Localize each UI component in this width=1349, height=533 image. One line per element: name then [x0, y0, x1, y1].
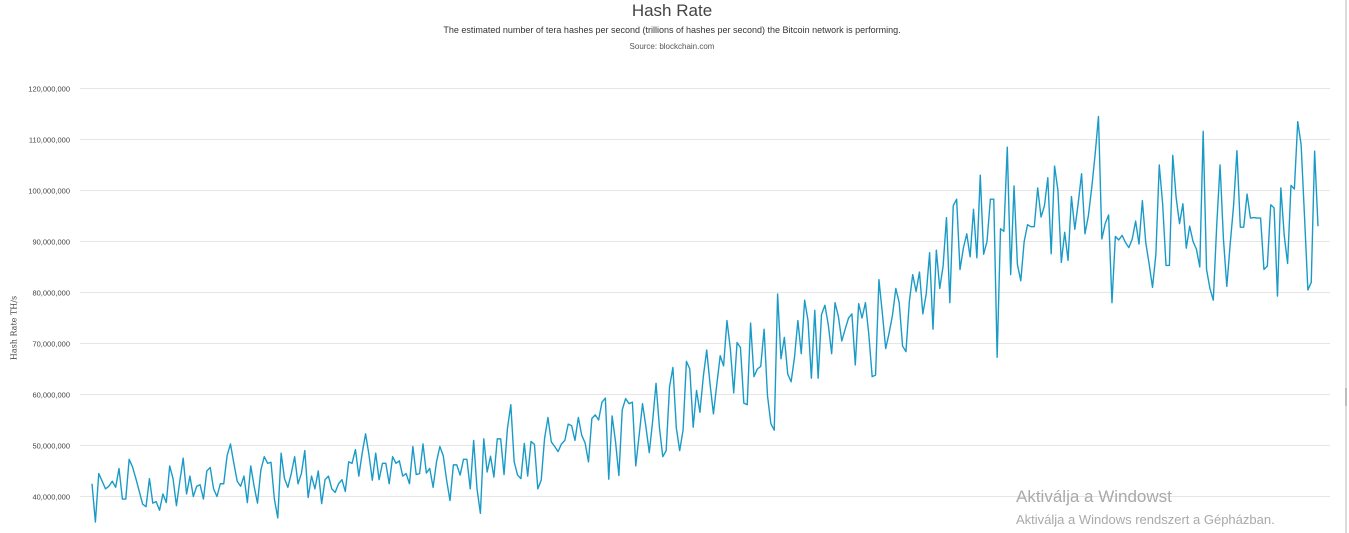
windows-activation-watermark-title: Aktiválja a Windowst	[1016, 487, 1172, 506]
chart-title: Hash Rate	[631, 1, 713, 20]
y-tick-labels: 40,000,000 50,000,000 60,000,000 70,000,000…	[28, 85, 70, 502]
chart-source: Source: blockchain.com	[629, 42, 715, 51]
y-tick-label: 80,000,000	[32, 289, 70, 298]
y-tick-label: 40,000,000	[32, 493, 70, 502]
y-tick-label: 90,000,000	[32, 238, 70, 247]
scrollbar-track[interactable]	[1345, 0, 1347, 533]
scrollbar-thumb[interactable]	[1345, 388, 1347, 406]
chart-subtitle: The estimated number of tera hashes per …	[443, 25, 901, 35]
windows-activation-watermark-text: Aktiválja a Windows rendszert a Gépházba…	[1016, 512, 1275, 527]
y-tick-label: 70,000,000	[32, 340, 70, 349]
y-tick-label: 120,000,000	[28, 85, 70, 94]
y-tick-label: 50,000,000	[32, 442, 70, 451]
y-tick-label: 100,000,000	[28, 187, 70, 196]
series-layer	[91, 115, 1319, 523]
grid-lines	[80, 88, 1330, 497]
y-tick-label: 60,000,000	[32, 391, 70, 400]
series-line	[91, 115, 1319, 523]
y-tick-label: 110,000,000	[29, 136, 70, 145]
